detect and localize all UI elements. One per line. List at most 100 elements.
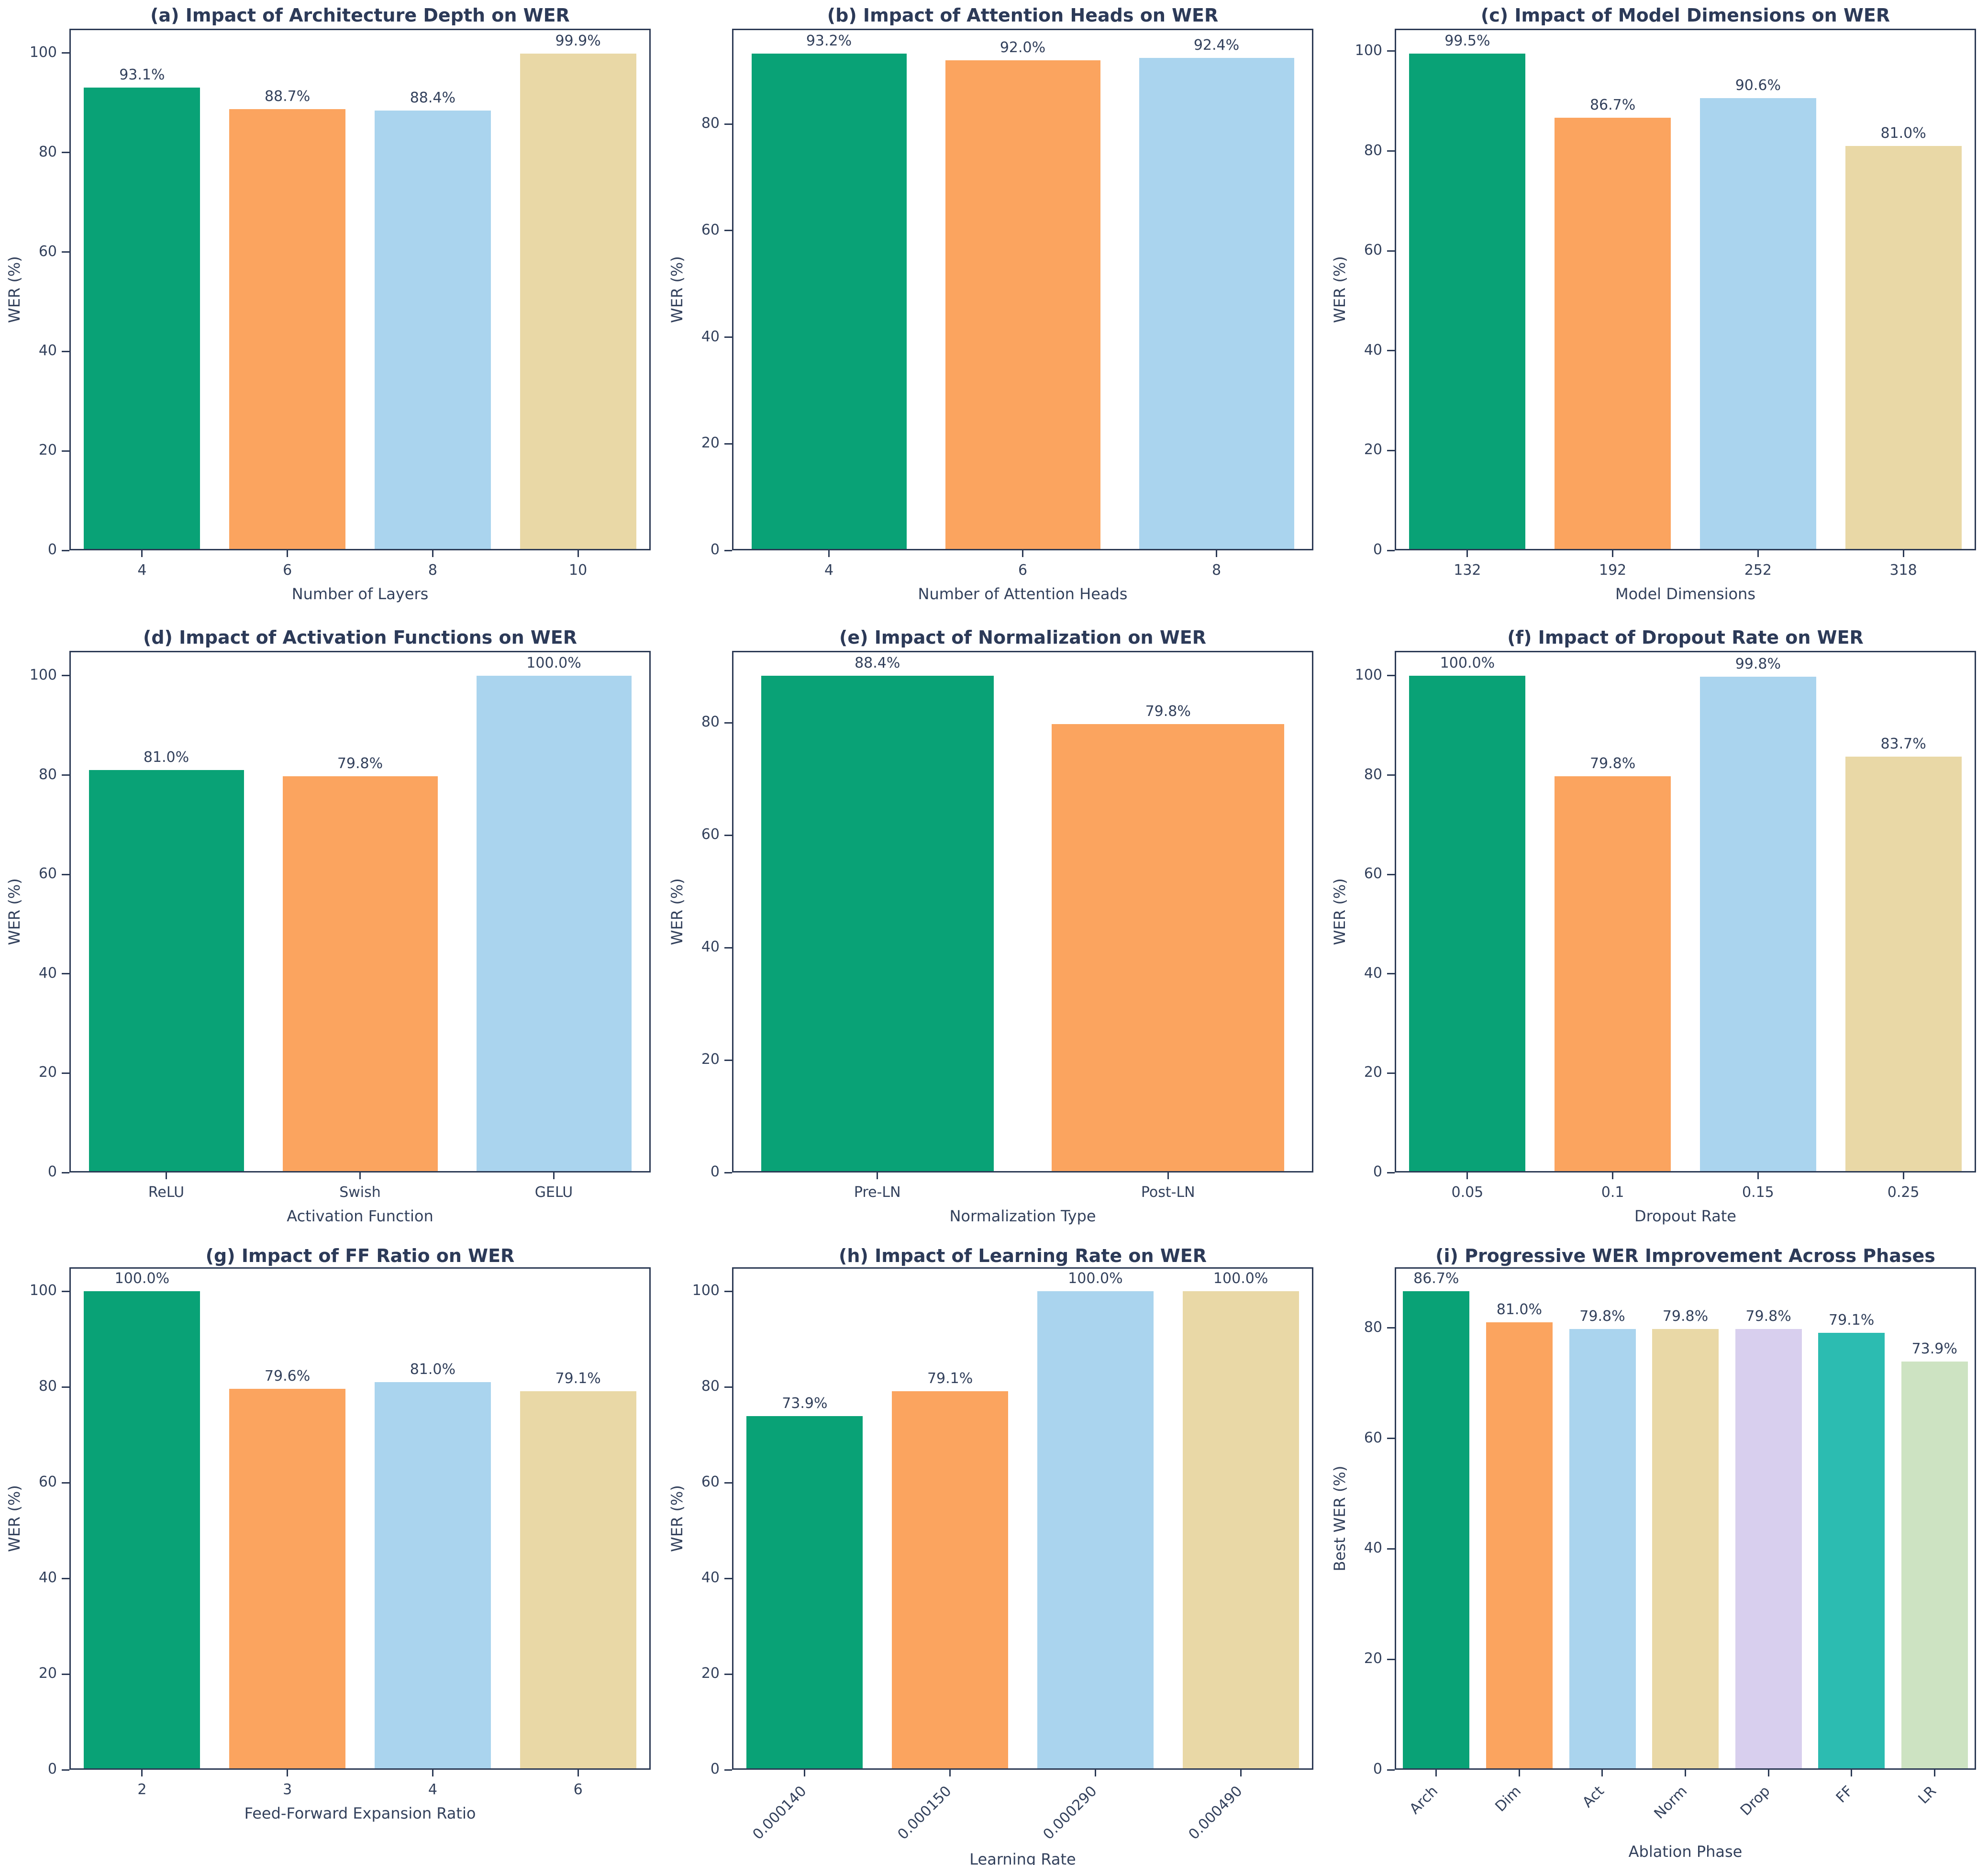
chart-title: (i) Progressive WER Improvement Across P… [1435,1245,1935,1266]
x-tick-label: Post-LN [1141,1184,1195,1201]
y-tick-mark [62,973,69,974]
bar-value-label: 100.0% [114,1270,170,1287]
x-tick-mark [578,1770,579,1776]
y-tick-mark [62,550,69,551]
bar-4 [375,1382,491,1770]
y-tick-mark [62,874,69,875]
y-tick-label: 20 [701,435,720,451]
bar-value-label: 81.0% [1496,1301,1542,1318]
y-tick-mark [1387,350,1395,351]
y-tick-label: 80 [701,1378,720,1395]
chart-cell-i: (i) Progressive WER Improvement Across P… [1325,1244,1988,1865]
y-tick-label: 60 [1364,865,1382,882]
x-tick-mark [1466,1173,1468,1179]
x-tick-mark [1216,550,1217,557]
bar-value-label: 99.9% [555,33,601,49]
bar-value-label: 86.7% [1413,1270,1459,1287]
y-tick-mark [1387,550,1395,551]
bar-3 [229,1389,345,1770]
bar-value-label: 81.0% [1880,125,1926,142]
y-tick-label: 20 [38,1064,57,1081]
bar-Post-LN [1052,724,1284,1173]
chart-title: (h) Impact of Learning Rate on WER [839,1245,1207,1266]
bar-0.05 [1409,676,1525,1173]
x-tick-label: ReLU [148,1184,185,1201]
bar-0.25 [1845,757,1962,1173]
x-axis-label: Ablation Phase [1628,1843,1743,1861]
x-tick-mark [1167,1173,1169,1179]
x-tick-mark [1435,1770,1437,1776]
bar-6 [520,1391,636,1770]
bar-value-label: 92.0% [1000,39,1046,56]
y-tick-mark [724,1386,732,1388]
bar-value-label: 100.0% [1440,655,1495,671]
x-tick-mark [432,1770,433,1776]
y-tick-label: 40 [1364,342,1382,358]
x-tick-mark [804,1770,805,1776]
chart-title: (c) Impact of Model Dimensions on WER [1480,5,1890,26]
bar-value-label: 79.8% [1745,1308,1791,1325]
y-tick-label: 100 [29,1282,57,1299]
y-tick-mark [724,550,732,551]
chart-cell-e: (e) Impact of Normalization on WER WER (… [663,622,1325,1244]
x-tick-mark [1466,550,1468,557]
bar-6 [229,109,345,550]
bar-0.1 [1555,776,1671,1173]
x-tick-mark [553,1173,555,1179]
x-axis-label: Activation Function [287,1207,433,1225]
bar-10 [520,54,636,550]
y-tick-mark [62,1072,69,1074]
y-tick-mark [724,1482,732,1484]
x-tick-label: 6 [573,1781,583,1798]
y-tick-mark [724,835,732,836]
y-tick-label: 80 [701,714,720,730]
x-tick-mark [1768,1770,1769,1776]
bar-2 [84,1291,200,1770]
chart-title: (f) Impact of Dropout Rate on WER [1507,627,1864,648]
bar-6 [945,60,1100,550]
y-tick-label: 60 [38,243,57,260]
bar-value-label: 79.8% [1579,1308,1625,1325]
bar-318 [1845,146,1962,550]
y-tick-mark [1387,1327,1395,1329]
x-tick-mark [877,1173,878,1179]
bar-Norm [1652,1329,1719,1770]
bar-value-label: 93.2% [806,33,852,49]
chart-cell-d: (d) Impact of Activation Functions on WE… [0,622,663,1244]
y-axis-label: WER (%) [5,878,23,945]
chart-cell-a: (a) Impact of Architecture Depth on WER … [0,0,663,622]
bar-value-label: 79.1% [1828,1312,1875,1329]
y-tick-mark [62,351,69,352]
bar-value-label: 79.1% [927,1370,973,1387]
x-tick-mark [1757,550,1759,557]
x-tick-label: 318 [1889,562,1917,579]
y-tick-label: 60 [701,1474,720,1490]
x-tick-label: 2 [137,1781,147,1798]
bar-value-label: 88.4% [855,655,900,671]
y-tick-label: 20 [38,442,57,458]
x-tick-label: 3 [283,1781,292,1798]
bar-Pre-LN [761,676,994,1173]
bar-value-label: 79.6% [264,1368,311,1385]
x-tick-label: 4 [428,1781,437,1798]
y-tick-mark [62,1291,69,1292]
x-tick-label: 0.25 [1887,1184,1920,1201]
x-tick-label: 4 [137,562,147,579]
y-tick-label: 0 [1373,1163,1382,1180]
y-axis-label: WER (%) [1331,256,1349,323]
bar-192 [1555,118,1671,550]
y-tick-mark [1387,1172,1395,1173]
y-tick-mark [1387,1548,1395,1550]
bar-Dim [1486,1322,1553,1770]
bar-value-label: 92.4% [1193,37,1240,54]
bar-value-label: 73.9% [1911,1340,1957,1357]
y-tick-label: 40 [38,965,57,982]
bar-4 [84,88,200,550]
y-tick-mark [724,947,732,949]
y-tick-mark [62,1482,69,1484]
x-tick-label: Swish [339,1184,381,1201]
x-tick-mark [287,1770,288,1776]
x-tick-mark [578,550,579,557]
y-tick-label: 80 [38,1378,57,1395]
x-tick-label: Pre-LN [854,1184,901,1201]
